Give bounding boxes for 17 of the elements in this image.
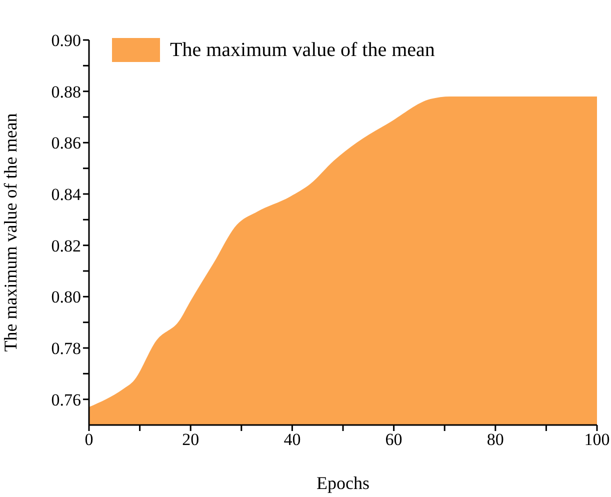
x-tick-label: 40 — [284, 430, 301, 450]
y-tick-label: 0.78 — [51, 339, 81, 358]
x-tick-label: 80 — [486, 430, 504, 450]
y-tick-label: 0.82 — [51, 236, 81, 256]
y-tick-label: 0.86 — [51, 134, 81, 153]
x-tick-label: 100 — [584, 430, 610, 450]
x-tick-label: 60 — [385, 430, 402, 450]
x-axis-title: Epochs — [316, 473, 370, 493]
y-axis-title: The maximum value of the mean — [0, 113, 20, 352]
y-tick-label: 0.84 — [51, 185, 82, 204]
legend-label: The maximum value of the mean — [170, 38, 435, 62]
y-tick-label: 0.80 — [51, 288, 81, 307]
y-tick-label: 0.76 — [51, 390, 81, 410]
y-tick-label: 0.88 — [51, 82, 81, 102]
y-tick-label: 0.90 — [51, 31, 81, 50]
x-tick-label: 0 — [84, 430, 94, 450]
x-tick-label: 20 — [182, 430, 200, 450]
